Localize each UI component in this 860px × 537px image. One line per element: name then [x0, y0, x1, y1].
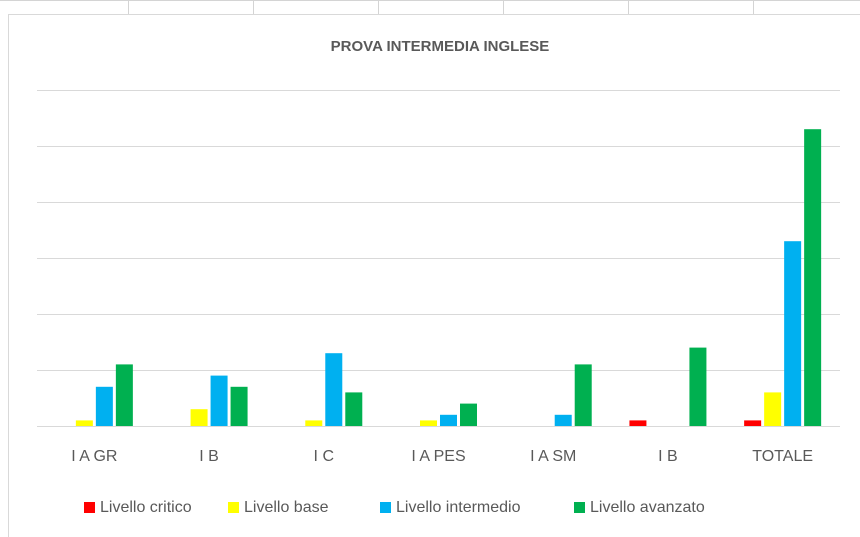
bar — [230, 386, 248, 426]
bar — [440, 414, 457, 426]
bar — [804, 129, 822, 426]
bar — [460, 403, 477, 426]
legend-label: Livello intermedio — [396, 499, 521, 516]
chart-area — [8, 14, 860, 537]
bar — [764, 392, 782, 426]
spreadsheet-cells — [0, 0, 860, 14]
x-tick-label: I A GR — [71, 448, 117, 465]
legend-swatch — [380, 502, 391, 513]
legend-label: Livello base — [244, 499, 329, 516]
x-tick-label: I A PES — [411, 448, 465, 465]
legend-swatch — [84, 502, 95, 513]
bar — [305, 420, 323, 426]
legend-swatch — [574, 502, 585, 513]
x-tick-label: I A SM — [530, 448, 576, 465]
bar — [554, 414, 572, 426]
bar — [325, 353, 343, 426]
legend-swatch — [228, 502, 239, 513]
bar — [784, 241, 802, 426]
bar — [75, 420, 93, 426]
bar — [574, 364, 592, 426]
legend-label: Livello critico — [100, 499, 192, 516]
bar — [689, 347, 707, 426]
chart-title: PROVA INTERMEDIA INGLESE — [331, 38, 550, 55]
bar — [210, 375, 228, 426]
bar — [345, 392, 363, 426]
bar — [190, 409, 208, 426]
bar — [629, 420, 647, 426]
x-tick-label: I C — [314, 448, 334, 465]
x-tick-label: I B — [658, 448, 678, 465]
bar — [95, 386, 113, 426]
legend-label: Livello avanzato — [590, 499, 705, 516]
x-tick-label: I B — [199, 448, 219, 465]
bar — [115, 364, 133, 426]
bar — [744, 420, 762, 426]
x-tick-label: TOTALE — [752, 448, 813, 465]
bar — [420, 420, 437, 426]
